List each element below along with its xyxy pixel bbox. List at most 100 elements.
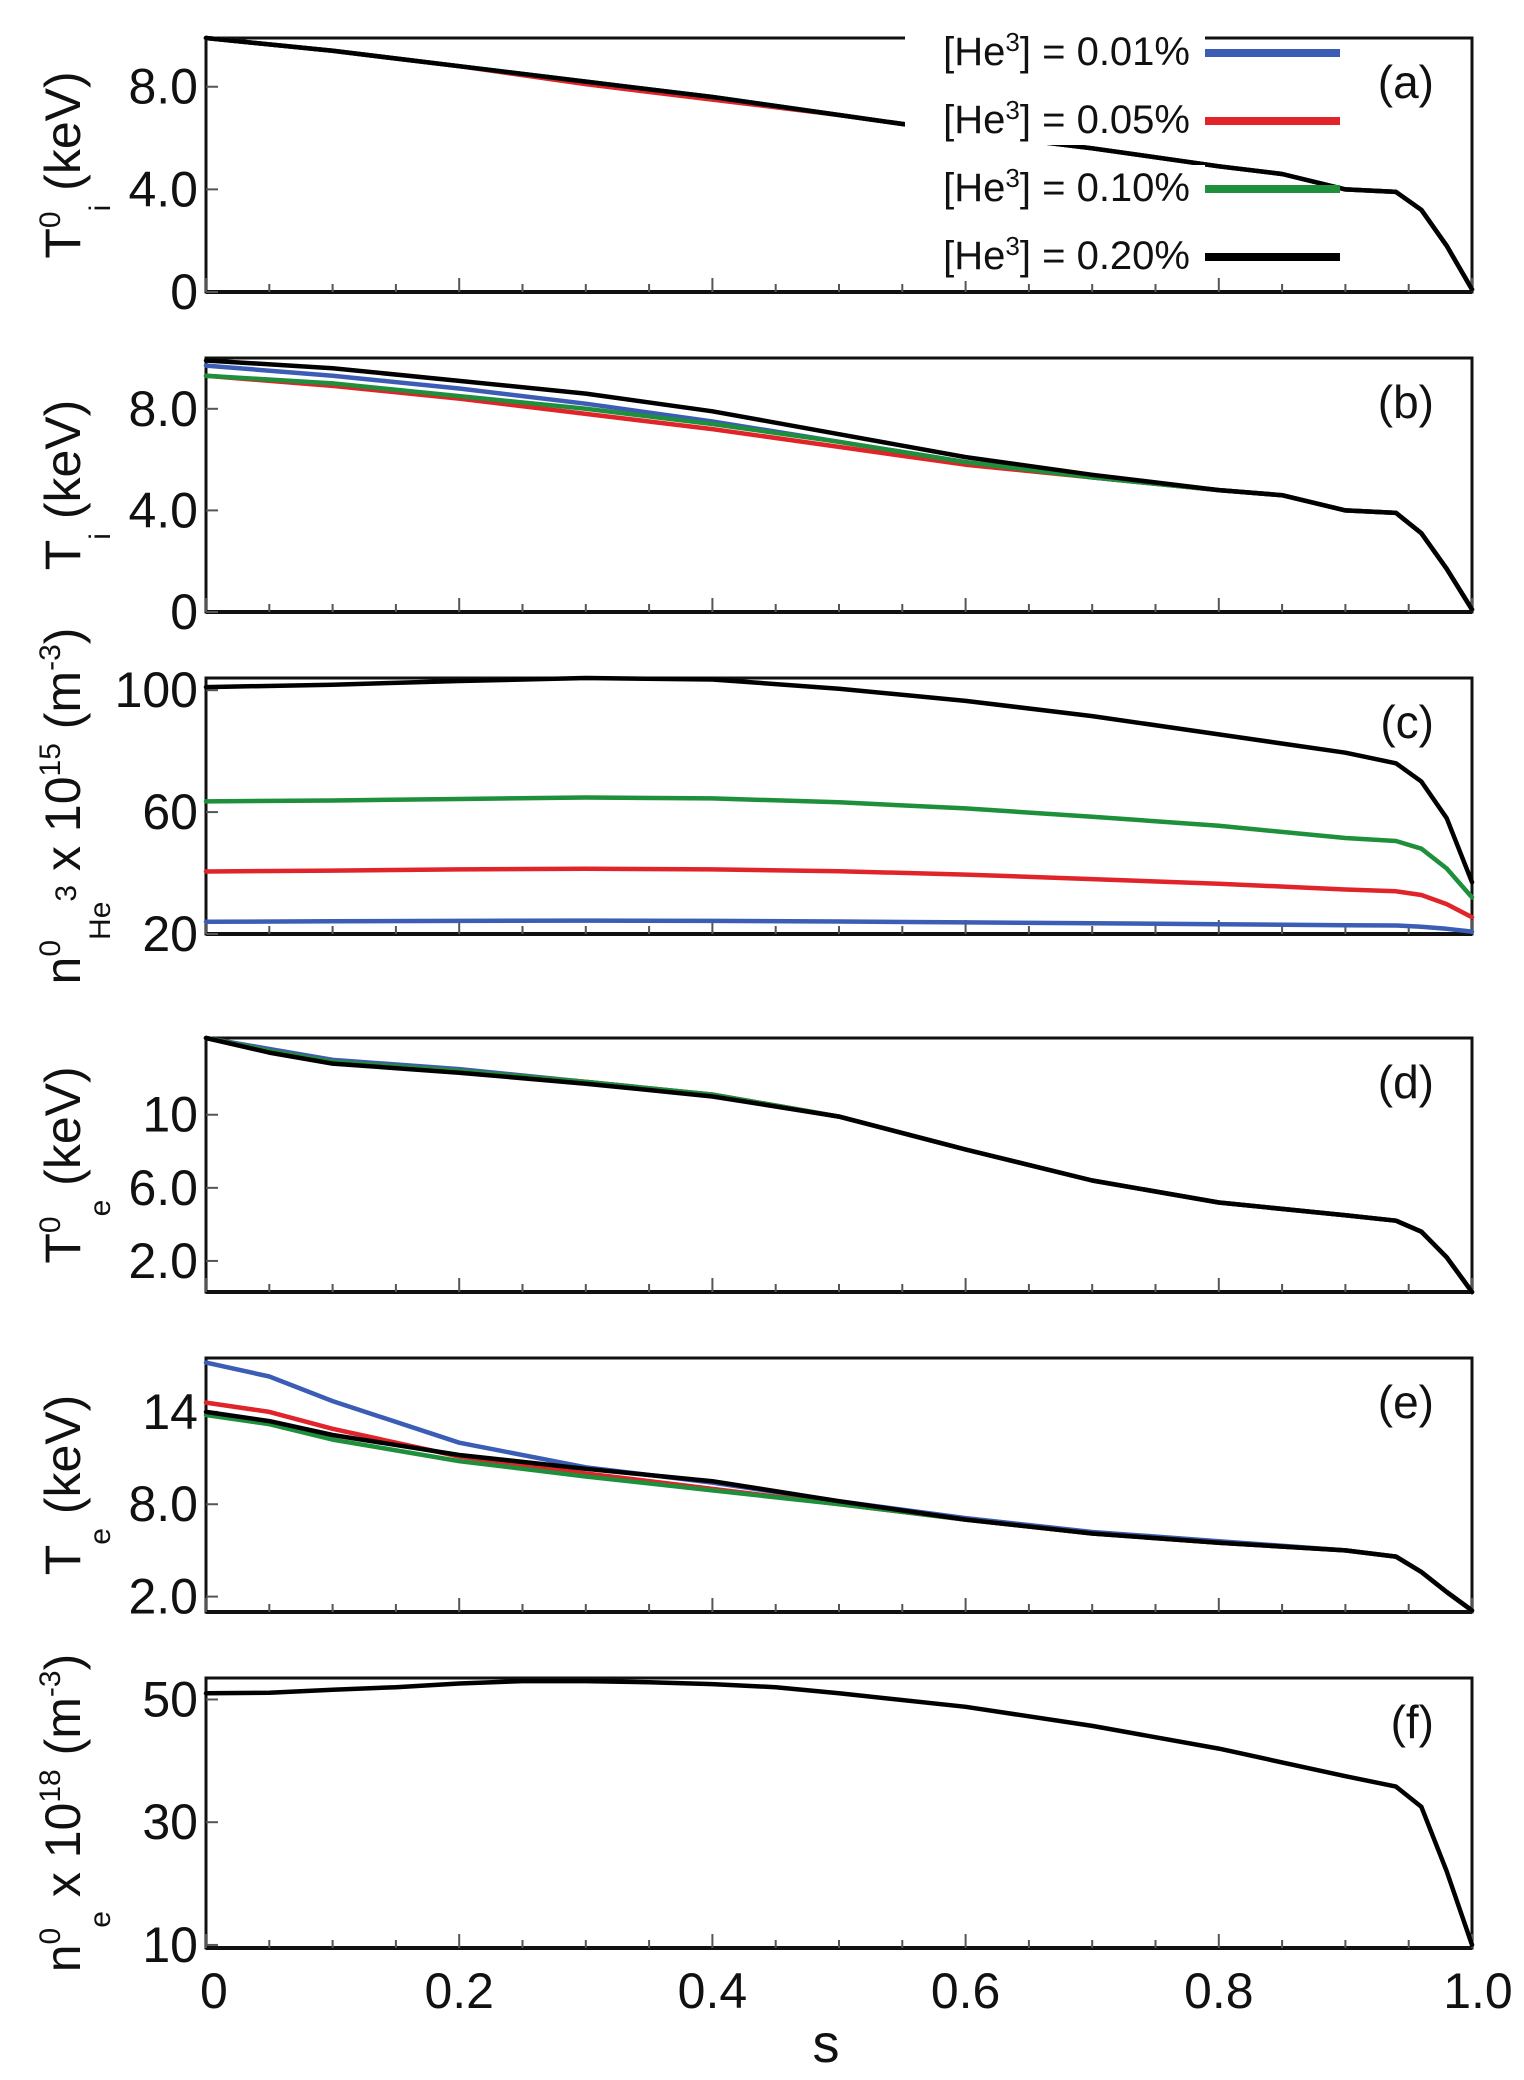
legend-entry: [He3] = 0.01% bbox=[905, 27, 1340, 77]
plot-frame bbox=[204, 676, 1474, 936]
x-tick-label: 1.0 bbox=[1443, 1963, 1513, 2019]
series-line-2 bbox=[203, 35, 1475, 292]
y-axis-title-part: -3 bbox=[34, 644, 67, 671]
legend-label: [He3] = 0.20% bbox=[943, 231, 1190, 278]
series-line-2 bbox=[203, 373, 1475, 612]
y-axis-title-part: x 10 bbox=[35, 776, 91, 884]
y-tick-label: 50 bbox=[142, 1671, 198, 1727]
y-axis-title-part: ) bbox=[35, 1654, 91, 1671]
y-axis-title-part: -3 bbox=[34, 1670, 67, 1697]
y-tick-label: 10 bbox=[142, 1917, 198, 1973]
y-axis-title-part: x 10 bbox=[35, 1803, 91, 1911]
panels: 04.08.0 (a)T0i (keV)04.08.0 (b)Ti (keV)206… bbox=[34, 35, 1475, 1973]
legend-entry: [He3] = 0.20% bbox=[905, 231, 1340, 281]
legend-label-part: [He bbox=[943, 30, 1005, 74]
series-line-1 bbox=[203, 35, 1475, 292]
y-tick-label: 14 bbox=[142, 1384, 198, 1440]
y-axis-title-part: (keV) bbox=[35, 1395, 91, 1528]
y-axis-title-part: T bbox=[35, 540, 91, 571]
y-axis-title: n0 He3 x 1015 (m-3) bbox=[34, 628, 117, 985]
y-axis-title: Ti (keV) bbox=[35, 400, 117, 571]
series-line-2 bbox=[203, 1400, 1475, 1613]
series-line-1 bbox=[203, 918, 1475, 934]
series-line-1 bbox=[203, 363, 1475, 612]
y-tick-label: 0 bbox=[170, 584, 198, 640]
y-axis-title: T0 i (keV) bbox=[34, 71, 117, 258]
legend-backdrop bbox=[905, 29, 1205, 77]
y-axis-title-part: e bbox=[84, 1911, 117, 1928]
y-axis-title-part: (keV) bbox=[35, 71, 91, 204]
y-axis-title-part: 0 bbox=[34, 1928, 67, 1945]
legend-label-sup: 3 bbox=[1005, 95, 1019, 125]
plot-frame bbox=[204, 356, 1474, 614]
legend-label-part: ] = 0.10% bbox=[1020, 166, 1190, 210]
x-tick-label: 0.8 bbox=[1184, 1963, 1254, 2019]
x-axis-title: s bbox=[813, 2014, 840, 2074]
panel-tag: (a) bbox=[1378, 56, 1434, 108]
y-tick-label: 4.0 bbox=[128, 161, 198, 217]
y-axis-title-part: n bbox=[35, 957, 91, 985]
y-tick-label: 8.0 bbox=[128, 381, 198, 437]
y-axis-title-part: T bbox=[35, 1545, 91, 1576]
x-tick-label: 0.4 bbox=[678, 1963, 748, 2019]
y-axis-title-part: T bbox=[35, 1233, 91, 1264]
series-line-1 bbox=[203, 1678, 1475, 1948]
y-tick-label: 2.0 bbox=[128, 1233, 198, 1289]
panel-tag: (c) bbox=[1380, 696, 1434, 748]
series-line-4 bbox=[203, 1409, 1475, 1613]
legend-entry: [He3] = 0.10% bbox=[905, 163, 1340, 213]
y-axis-title-part: n bbox=[35, 1944, 91, 1972]
y-tick-label: 8.0 bbox=[128, 1476, 198, 1532]
y-axis-title-part: 15 bbox=[34, 743, 67, 776]
series-line-4 bbox=[203, 35, 1475, 292]
y-axis-title-part: 0 bbox=[34, 211, 67, 228]
y-axis-title-part: (keV) bbox=[35, 400, 91, 533]
panel-tag: (b) bbox=[1378, 376, 1434, 428]
y-axis-title-part: (m bbox=[35, 1697, 91, 1769]
y-axis-title: T0e (keV) bbox=[34, 1066, 117, 1263]
panel-tag: (e) bbox=[1378, 1376, 1434, 1428]
legend-label-sup: 3 bbox=[1005, 231, 1019, 261]
plot-frame bbox=[204, 1676, 1474, 1950]
y-tick-label: 2.0 bbox=[128, 1569, 198, 1625]
series-line-1 bbox=[203, 1035, 1475, 1295]
plot-frame bbox=[204, 1036, 1474, 1294]
legend-label-part: [He bbox=[943, 234, 1005, 278]
y-axis-title-part: (keV) bbox=[35, 1066, 91, 1199]
y-axis-title-part: 3 bbox=[50, 885, 83, 902]
y-tick-label: 20 bbox=[142, 906, 198, 962]
panel-f: 10 30 50 (f) n0e x 1018 (m-3) bbox=[34, 1654, 1475, 1973]
legend-backdrop bbox=[905, 97, 1205, 145]
y-axis-title-part: ) bbox=[35, 628, 91, 645]
y-tick-label: 60 bbox=[142, 784, 198, 840]
legend-backdrop bbox=[905, 165, 1205, 213]
legend-label-part: [He bbox=[943, 98, 1005, 142]
y-axis-title-part: (m bbox=[35, 671, 91, 743]
x-tick-label: 0.6 bbox=[931, 1963, 1001, 2019]
y-axis-title: n0e x 1018 (m-3) bbox=[34, 1654, 117, 1973]
panel-d: 2.0 6.0 10 (d) T0e (keV) bbox=[34, 1035, 1475, 1295]
y-tick-label: 30 bbox=[142, 1794, 198, 1850]
legend-label-sup: 3 bbox=[1005, 27, 1019, 57]
plot-frame bbox=[204, 1356, 1474, 1614]
legend-entry: [He3] = 0.05% bbox=[905, 95, 1340, 145]
series-line-1 bbox=[203, 1360, 1475, 1613]
panel-a: 04.08.0 (a)T0i (keV) bbox=[34, 35, 1475, 320]
legend-label: [He3] = 0.01% bbox=[943, 27, 1190, 74]
x-tick-label: 0 bbox=[200, 1963, 228, 2019]
y-tick-label: 100 bbox=[115, 662, 198, 718]
legend-label: [He3] = 0.10% bbox=[943, 163, 1190, 210]
panel-tag: (d) bbox=[1378, 1056, 1434, 1108]
legend-label-part: ] = 0.01% bbox=[1020, 30, 1190, 74]
legend-label-part: ] = 0.05% bbox=[1020, 98, 1190, 142]
y-axis-title-part: i bbox=[84, 533, 117, 540]
y-axis-title-part: He bbox=[84, 902, 117, 940]
x-tick-label: 0.2 bbox=[424, 1963, 494, 2019]
legend: [He3] = 0.01%[He3] = 0.05%[He3] = 0.10%[… bbox=[905, 27, 1340, 281]
series-line-3 bbox=[203, 795, 1475, 900]
y-tick-label: 6.0 bbox=[128, 1160, 198, 1216]
series-line-4 bbox=[203, 358, 1475, 612]
y-axis-title-part: e bbox=[84, 1528, 117, 1545]
legend-label-part: ] = 0.20% bbox=[1020, 234, 1190, 278]
y-axis-title-part: e bbox=[84, 1200, 117, 1217]
